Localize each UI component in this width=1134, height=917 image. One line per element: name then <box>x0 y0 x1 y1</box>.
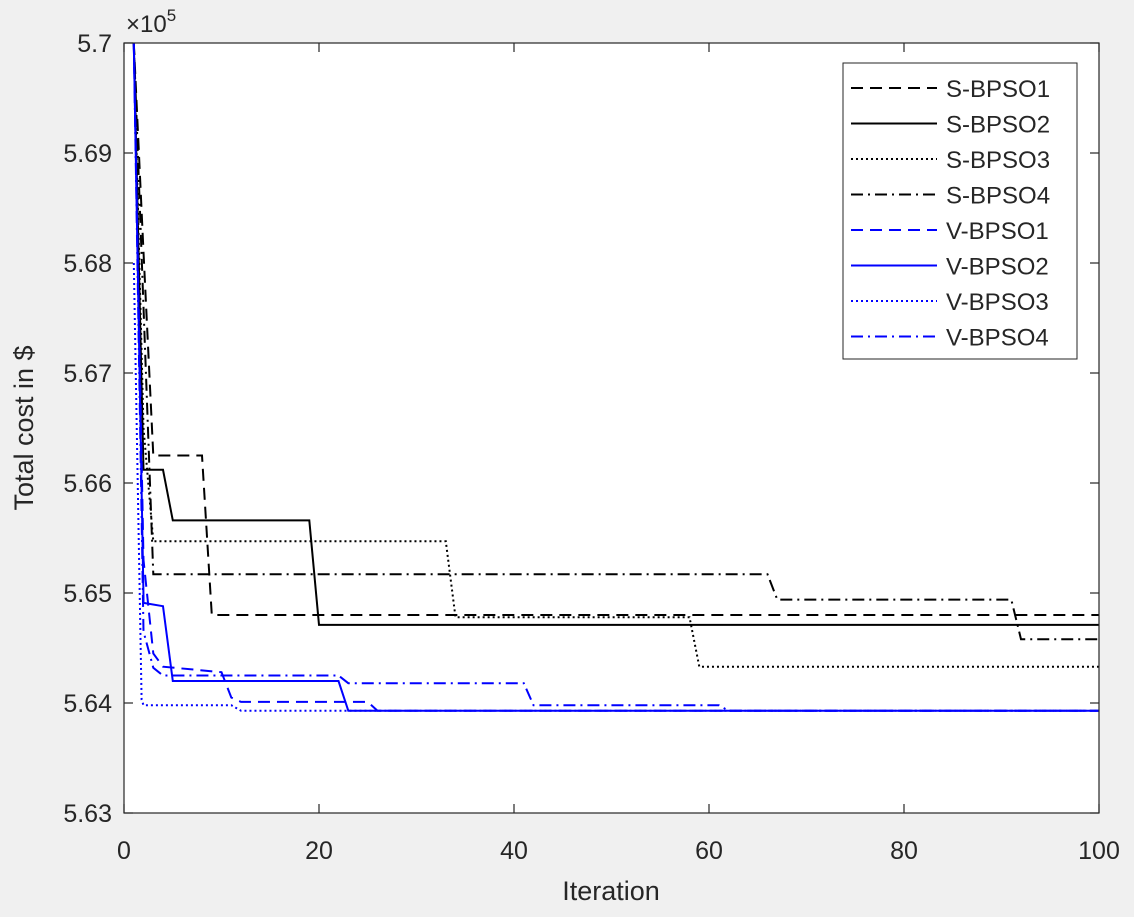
ticks-layer: 0 20 40 60 80 100 5.63 5.64 5.65 5.66 5.67 5.68 5.69… <box>63 30 1120 865</box>
y-tick-label: 5.69 <box>63 140 112 168</box>
exponent-power: 5 <box>167 6 176 25</box>
series-line-s-bpso4 <box>132 43 1099 641</box>
legend-label: S-BPSO1 <box>946 76 1050 103</box>
legend: S-BPSO1 S-BPSO2 S-BPSO3 S-BPSO4 V-BPSO1 V-BPS… <box>842 62 1078 360</box>
series-line-v-bpso1 <box>132 43 1099 712</box>
x-tick-label: 80 <box>890 837 918 865</box>
y-tick-label: 5.65 <box>63 580 112 608</box>
legend-label: V-BPSO4 <box>946 325 1049 352</box>
x-tick-label: 40 <box>500 837 528 865</box>
x-tick-label: 100 <box>1078 837 1120 865</box>
plot-frame <box>123 42 1100 814</box>
series-line-v-bpso4 <box>132 43 1099 712</box>
y-tick-label: 5.64 <box>63 690 112 718</box>
legend-label: V-BPSO2 <box>946 254 1049 281</box>
series-line-s-bpso2 <box>132 43 1099 626</box>
x-axis-label: Iteration <box>562 876 660 906</box>
y-tick-label: 5.7 <box>77 30 112 58</box>
series-layer <box>132 43 1099 712</box>
y-axis-label: Total cost in $ <box>9 345 39 510</box>
series-line-s-bpso1 <box>132 43 1099 616</box>
y-tick-label: 5.63 <box>63 800 112 828</box>
legend-label: V-BPSO1 <box>946 218 1049 245</box>
legend-label: S-BPSO3 <box>946 147 1050 174</box>
y-tick-label: 5.66 <box>63 470 112 498</box>
x-tick-label: 60 <box>695 837 723 865</box>
legend-label: S-BPSO4 <box>946 183 1050 210</box>
series-line-v-bpso3 <box>132 262 1099 712</box>
x-tick-label: 0 <box>117 837 131 865</box>
exponent-label: ×105 <box>126 6 176 38</box>
x-tick-label: 20 <box>305 837 333 865</box>
y-tick-label: 5.67 <box>63 360 112 388</box>
legend-box <box>842 62 1078 360</box>
legend-label: S-BPSO2 <box>946 112 1050 139</box>
y-tick-label: 5.68 <box>63 250 112 278</box>
exponent-base: ×10 <box>126 11 167 38</box>
legend-label: V-BPSO3 <box>946 289 1049 316</box>
